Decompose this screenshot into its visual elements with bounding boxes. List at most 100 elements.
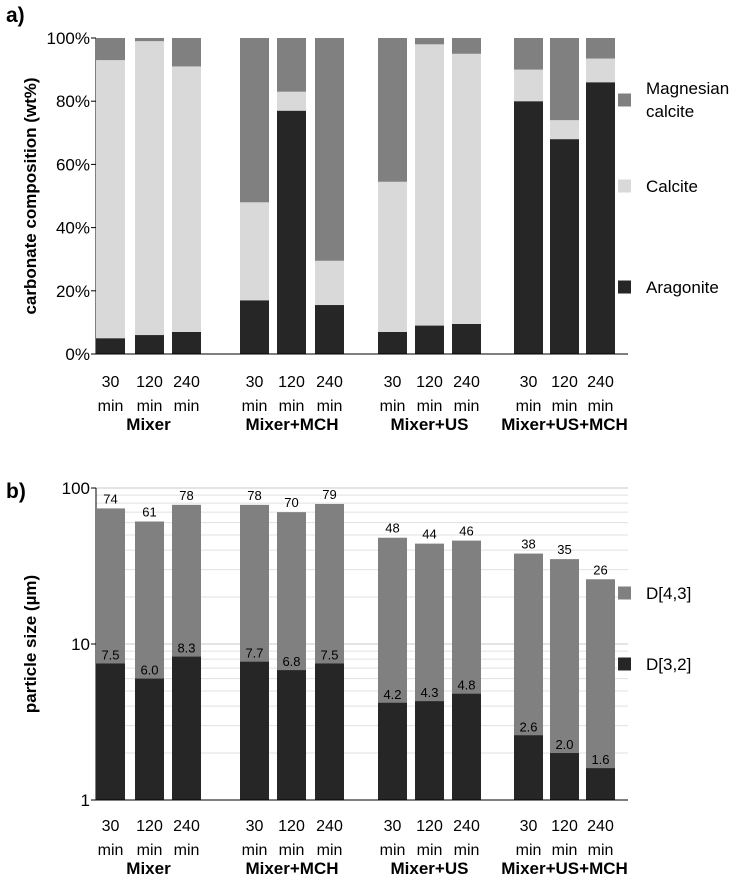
group-label-mixer-us-mch: Mixer+US+MCH xyxy=(501,859,628,878)
x-tick-label: 30 xyxy=(246,818,264,835)
y-axis-label: particle size (µm) xyxy=(21,575,40,713)
x-tick-label: 30 xyxy=(520,374,538,391)
x-tick-label: 240 xyxy=(587,374,614,391)
bar-d-3-2-mixer-240-min xyxy=(172,656,201,800)
x-tick-label: min xyxy=(552,842,578,859)
bar-d-3-2-mixer-us-mch-240-min xyxy=(586,768,615,800)
data-label: 79 xyxy=(322,487,336,502)
bar-calcite-mixer-us-240-min xyxy=(452,53,481,324)
bar-calcite-mixer-us-mch-30-min xyxy=(514,69,543,102)
y-tick-label: 100% xyxy=(47,29,90,48)
data-label: 4.2 xyxy=(383,687,401,702)
data-label: 6.8 xyxy=(282,654,300,669)
bar-magnesian-calcite-mixer-us-240-min xyxy=(452,38,481,54)
panel-label: a) xyxy=(6,4,25,27)
data-label: 46 xyxy=(459,524,473,539)
bar-aragonite-mixer-120-min xyxy=(135,335,164,354)
legend-label-calcite: Calcite xyxy=(646,177,698,196)
data-label: 7.5 xyxy=(101,647,119,662)
group-label-mixer: Mixer xyxy=(126,415,171,434)
legend-swatch-calcite xyxy=(618,179,631,193)
x-tick-label: 240 xyxy=(453,818,480,835)
x-tick-label: min xyxy=(454,842,480,859)
y-tick-label: 40% xyxy=(56,219,90,238)
y-tick-label: 10 xyxy=(71,635,90,654)
x-tick-label: min xyxy=(417,398,443,415)
x-tick-label: 240 xyxy=(316,818,343,835)
x-tick-label: min xyxy=(137,398,163,415)
bar-magnesian-calcite-mixer-mch-30-min xyxy=(240,38,269,203)
group-label-mixer-mch: Mixer+MCH xyxy=(245,415,338,434)
x-tick-label: min xyxy=(516,398,542,415)
group-label-mixer: Mixer xyxy=(126,859,171,878)
data-label: 78 xyxy=(247,488,261,503)
bar-d-3-2-mixer-us-30-min xyxy=(378,702,407,800)
x-tick-label: min xyxy=(552,398,578,415)
data-label: 8.3 xyxy=(177,641,195,656)
group-label-mixer-us: Mixer+US xyxy=(391,859,469,878)
bar-calcite-mixer-mch-240-min xyxy=(315,260,344,306)
x-tick-label: min xyxy=(380,398,406,415)
bar-magnesian-calcite-mixer-us-30-min xyxy=(378,38,407,182)
bar-d-4-3-mixer-us-mch-240-min xyxy=(586,579,615,800)
bar-calcite-mixer-30-min xyxy=(96,60,125,339)
x-tick-label: min xyxy=(137,842,163,859)
bar-aragonite-mixer-mch-30-min xyxy=(240,300,269,354)
bar-d-3-2-mixer-120-min xyxy=(135,678,164,800)
group-label-mixer-mch: Mixer+MCH xyxy=(245,859,338,878)
x-tick-label: 240 xyxy=(316,374,343,391)
x-tick-label: min xyxy=(454,398,480,415)
data-label: 38 xyxy=(521,537,535,552)
x-tick-label: 120 xyxy=(136,374,163,391)
data-label: 4.3 xyxy=(420,685,438,700)
legend-label-aragonite: Aragonite xyxy=(646,278,719,297)
y-tick-label: 60% xyxy=(56,155,90,174)
data-label: 7.7 xyxy=(245,646,263,661)
bar-aragonite-mixer-mch-120-min xyxy=(277,110,306,355)
data-label: 4.8 xyxy=(457,678,475,693)
x-tick-label: min xyxy=(317,398,343,415)
bar-d-3-2-mixer-us-240-min xyxy=(452,693,481,800)
bar-d-3-2-mixer-mch-30-min xyxy=(240,661,269,800)
bar-aragonite-mixer-us-240-min xyxy=(452,323,481,354)
legend-label-magnesian-calcite: Magnesian xyxy=(646,79,729,98)
bar-calcite-mixer-us-120-min xyxy=(415,44,444,326)
x-tick-label: 30 xyxy=(102,818,120,835)
legend-swatch-d-4-3 xyxy=(618,586,631,600)
y-tick-label: 20% xyxy=(56,282,90,301)
x-tick-label: 120 xyxy=(416,818,443,835)
x-tick-label: min xyxy=(98,842,124,859)
x-tick-label: min xyxy=(242,398,268,415)
bar-magnesian-calcite-mixer-30-min xyxy=(96,38,125,61)
bar-d-3-2-mixer-us-mch-120-min xyxy=(550,753,579,800)
x-tick-label: 240 xyxy=(173,818,200,835)
legend-label-magnesian-calcite: calcite xyxy=(646,102,694,121)
x-tick-label: min xyxy=(588,842,614,859)
data-label: 2.0 xyxy=(555,737,573,752)
data-label: 44 xyxy=(422,527,436,542)
x-tick-label: min xyxy=(279,398,305,415)
x-tick-label: 120 xyxy=(416,374,443,391)
legend-label-d-4-3: D[4,3] xyxy=(646,584,691,603)
x-tick-label: 240 xyxy=(173,374,200,391)
x-tick-label: 120 xyxy=(551,374,578,391)
x-tick-label: 30 xyxy=(102,374,120,391)
x-tick-label: min xyxy=(380,842,406,859)
legend-label-d-3-2: D[3,2] xyxy=(646,655,691,674)
bar-d-3-2-mixer-mch-240-min xyxy=(315,663,344,800)
bar-aragonite-mixer-240-min xyxy=(172,331,201,354)
data-label: 48 xyxy=(385,521,399,536)
bar-aragonite-mixer-us-mch-240-min xyxy=(586,82,615,355)
bar-d-3-2-mixer-us-mch-30-min xyxy=(514,735,543,800)
bar-magnesian-calcite-mixer-us-mch-120-min xyxy=(550,38,579,121)
bar-aragonite-mixer-us-mch-120-min xyxy=(550,139,579,354)
x-tick-label: 120 xyxy=(278,374,305,391)
data-label: 61 xyxy=(142,504,156,519)
bar-magnesian-calcite-mixer-us-mch-30-min xyxy=(514,38,543,70)
legend-swatch-aragonite xyxy=(618,280,631,294)
data-label: 6.0 xyxy=(140,663,158,678)
bar-calcite-mixer-mch-30-min xyxy=(240,202,269,301)
x-tick-label: 120 xyxy=(136,818,163,835)
bar-calcite-mixer-us-30-min xyxy=(378,181,407,332)
x-tick-label: min xyxy=(516,842,542,859)
